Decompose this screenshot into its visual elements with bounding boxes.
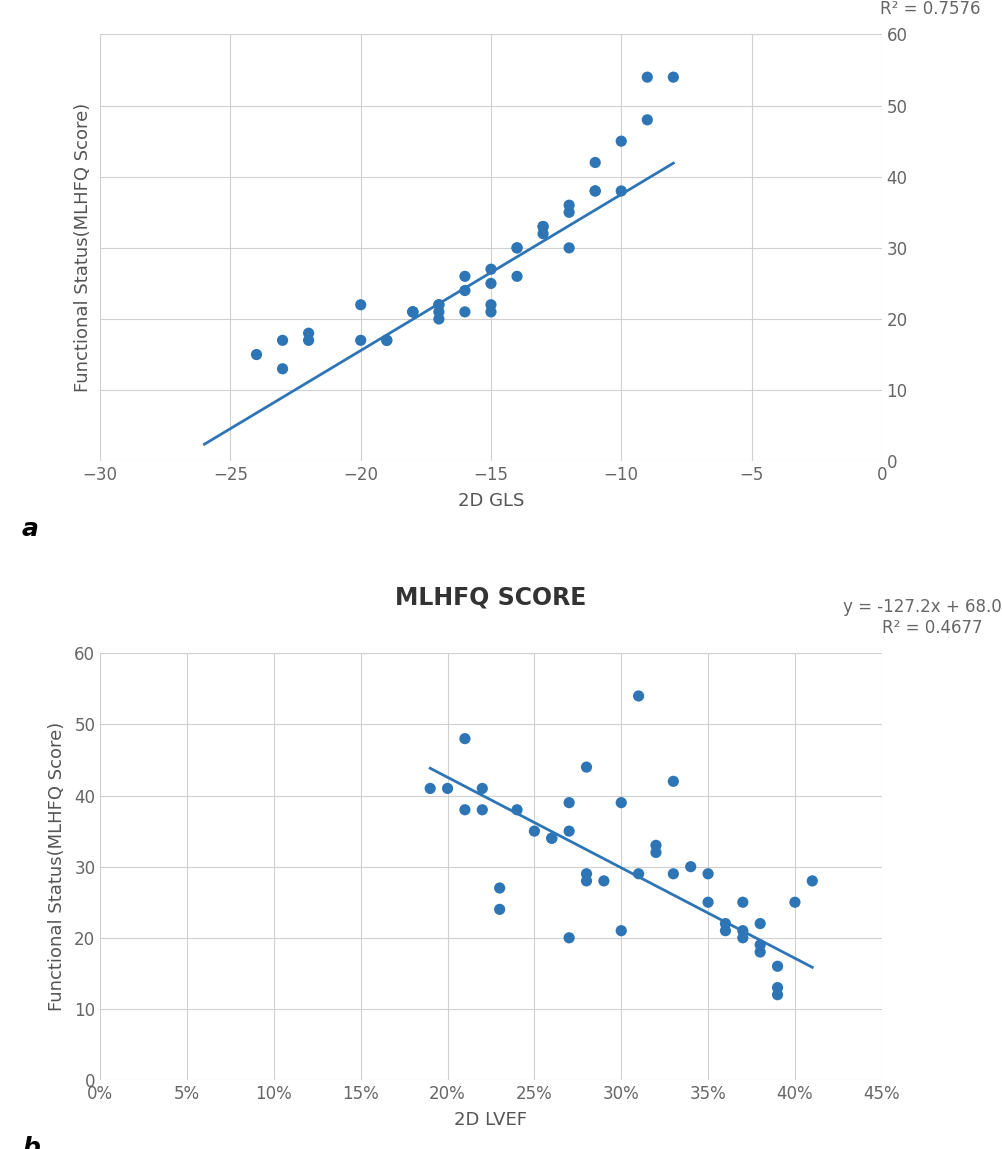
- Point: [405, 302, 421, 321]
- Point: [457, 267, 473, 285]
- Text: a: a: [22, 517, 39, 541]
- Point: [440, 779, 456, 797]
- Point: [648, 843, 664, 862]
- Point: [483, 260, 499, 278]
- Point: [787, 893, 803, 911]
- Text: y = -127.2x + 68.005
R² = 0.4677: y = -127.2x + 68.005 R² = 0.4677: [843, 597, 1002, 637]
- Point: [544, 830, 560, 848]
- Point: [682, 857, 698, 876]
- Point: [535, 217, 551, 236]
- Point: [457, 730, 473, 748]
- Point: [734, 921, 750, 940]
- Point: [613, 132, 629, 151]
- Y-axis label: Functional Status(MLHFQ Score): Functional Status(MLHFQ Score): [74, 103, 92, 393]
- Point: [483, 302, 499, 321]
- Point: [753, 943, 769, 962]
- Point: [700, 893, 716, 911]
- Point: [770, 979, 786, 997]
- Y-axis label: Functional Status(MLHFQ Score): Functional Status(MLHFQ Score): [48, 722, 66, 1011]
- Point: [275, 331, 291, 349]
- Point: [596, 872, 612, 890]
- Point: [431, 295, 447, 314]
- Point: [665, 772, 681, 791]
- Point: [492, 900, 508, 918]
- Point: [544, 830, 560, 848]
- Point: [578, 872, 594, 890]
- Point: [405, 302, 421, 321]
- Point: [474, 801, 490, 819]
- Point: [753, 935, 769, 954]
- Point: [457, 282, 473, 300]
- Point: [405, 302, 421, 321]
- Point: [734, 893, 750, 911]
- Point: [509, 239, 525, 257]
- Point: [431, 310, 447, 329]
- Point: [770, 986, 786, 1004]
- Point: [665, 68, 681, 86]
- Point: [700, 864, 716, 882]
- Point: [457, 302, 473, 321]
- Point: [639, 68, 655, 86]
- Point: [431, 295, 447, 314]
- Point: [483, 295, 499, 314]
- Point: [717, 921, 733, 940]
- Point: [561, 196, 577, 215]
- Point: [587, 153, 603, 171]
- Point: [275, 360, 291, 378]
- Point: [301, 324, 317, 342]
- Point: [483, 275, 499, 293]
- Point: [526, 822, 542, 840]
- Point: [648, 836, 664, 855]
- X-axis label: 2D GLS: 2D GLS: [458, 493, 524, 510]
- Point: [535, 224, 551, 242]
- Point: [353, 331, 369, 349]
- Point: [587, 182, 603, 200]
- Point: [353, 295, 369, 314]
- Point: [587, 182, 603, 200]
- Title: MLHFQ SCORE: MLHFQ SCORE: [396, 586, 586, 610]
- Point: [734, 928, 750, 947]
- Point: [578, 758, 594, 777]
- Point: [613, 182, 629, 200]
- Text: y = 2.1952x + 59.469
R² = 0.7576: y = 2.1952x + 59.469 R² = 0.7576: [838, 0, 1002, 17]
- Point: [457, 801, 473, 819]
- Point: [301, 331, 317, 349]
- Point: [613, 921, 629, 940]
- Point: [248, 346, 265, 364]
- Point: [474, 779, 490, 797]
- Point: [578, 864, 594, 882]
- Point: [665, 864, 681, 882]
- Point: [561, 928, 577, 947]
- Text: b: b: [22, 1135, 40, 1149]
- Point: [509, 267, 525, 285]
- Point: [379, 331, 395, 349]
- X-axis label: 2D LVEF: 2D LVEF: [455, 1111, 527, 1129]
- Point: [431, 302, 447, 321]
- Point: [561, 239, 577, 257]
- Point: [509, 239, 525, 257]
- Point: [753, 915, 769, 933]
- Point: [805, 872, 821, 890]
- Point: [770, 957, 786, 976]
- Point: [561, 203, 577, 222]
- Point: [639, 110, 655, 129]
- Point: [630, 687, 646, 705]
- Point: [613, 794, 629, 812]
- Point: [379, 331, 395, 349]
- Point: [561, 794, 577, 812]
- Point: [630, 864, 646, 882]
- Point: [509, 801, 525, 819]
- Point: [422, 779, 438, 797]
- Point: [717, 915, 733, 933]
- Point: [535, 217, 551, 236]
- Point: [492, 879, 508, 897]
- Point: [561, 822, 577, 840]
